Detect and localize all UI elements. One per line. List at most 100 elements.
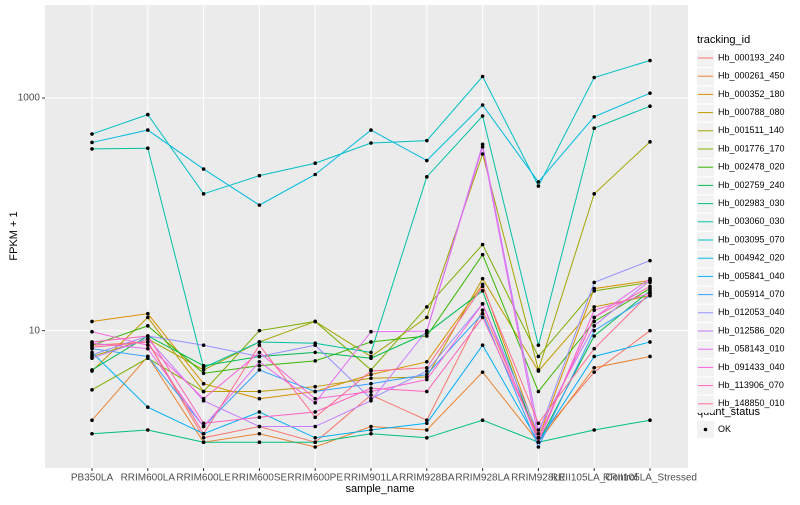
data-point — [146, 146, 150, 151]
data-point — [536, 354, 541, 359]
data-point — [648, 91, 652, 95]
data-point — [146, 334, 150, 338]
data-point — [425, 360, 429, 364]
legend-label: Hb_005841_040 — [718, 271, 785, 281]
data-point — [257, 415, 262, 420]
y-axis-title: FPKM + 1 — [8, 211, 20, 260]
data-point — [425, 372, 429, 377]
data-point — [90, 319, 94, 324]
data-point — [201, 396, 206, 401]
data-point — [648, 354, 652, 359]
data-point — [592, 370, 596, 374]
data-point — [648, 328, 652, 333]
data-point — [201, 365, 206, 370]
data-point — [592, 324, 596, 328]
data-point — [369, 340, 373, 344]
data-point — [480, 152, 485, 156]
legend-label: Hb_001511_140 — [718, 125, 784, 135]
data-point — [369, 393, 373, 397]
data-point — [648, 293, 652, 298]
legend-label: Hb_012586_020 — [718, 325, 785, 335]
data-point — [257, 410, 262, 414]
data-point — [648, 418, 652, 422]
data-point — [648, 58, 652, 63]
x-tick-label: RRIM928BA — [399, 473, 455, 484]
data-point — [648, 291, 652, 295]
data-point — [146, 354, 150, 359]
data-point — [90, 353, 94, 357]
data-point — [313, 350, 318, 355]
data-point — [201, 167, 206, 171]
data-point — [313, 410, 318, 414]
data-point — [592, 328, 596, 333]
data-point — [592, 315, 596, 320]
legend-title: tracking_id — [697, 34, 750, 46]
data-point — [90, 140, 94, 145]
x-tick-label: RRIM928LA — [455, 473, 510, 484]
data-point — [592, 192, 596, 196]
data-point — [146, 324, 150, 328]
data-point — [648, 284, 652, 289]
data-point — [201, 389, 206, 394]
data-point — [592, 346, 596, 351]
data-point — [592, 354, 596, 359]
data-point — [90, 329, 94, 334]
data-point — [425, 418, 429, 422]
data-point — [369, 372, 373, 377]
data-point — [257, 173, 262, 178]
data-point — [313, 389, 318, 394]
legend-label: Hb_113906_070 — [718, 380, 784, 390]
data-point — [257, 368, 262, 372]
x-tick-label: RRII105LA_Control — [551, 473, 638, 484]
data-point — [592, 114, 596, 119]
data-point — [313, 396, 318, 401]
legend-label: Hb_002983_030 — [718, 198, 785, 208]
data-point — [425, 315, 429, 320]
data-point — [201, 371, 206, 376]
data-point — [313, 359, 318, 363]
legend-label: Hb_000261_450 — [718, 71, 785, 81]
x-tick-label: RRIM600LA — [121, 473, 176, 484]
data-point — [592, 305, 596, 309]
data-point — [480, 252, 485, 257]
data-point — [257, 328, 262, 333]
data-point — [90, 132, 94, 136]
data-point — [369, 356, 373, 360]
data-point — [369, 428, 373, 432]
data-point — [313, 384, 318, 389]
data-point — [480, 315, 485, 320]
data-point — [425, 435, 429, 440]
legend-label: Hb_004942_020 — [718, 253, 785, 263]
legend-label: Hb_058143_010 — [718, 344, 785, 354]
data-point — [146, 340, 150, 344]
data-point — [480, 302, 485, 306]
data-point — [201, 440, 206, 444]
data-point — [480, 145, 485, 149]
data-point — [90, 356, 94, 360]
data-point — [369, 376, 373, 381]
data-point — [480, 284, 485, 289]
data-point — [592, 289, 596, 293]
legend-label: Hb_000193_240 — [718, 52, 785, 62]
x-tick-label: RRIM600LE — [176, 473, 231, 484]
legend-label: Hb_000788_080 — [718, 107, 785, 117]
data-point — [592, 75, 596, 80]
data-point — [648, 140, 652, 144]
data-point — [536, 431, 541, 436]
x-axis-title: sample_name — [345, 483, 414, 495]
data-point — [369, 398, 373, 403]
data-point — [90, 147, 94, 151]
data-point — [201, 431, 206, 436]
data-point — [480, 242, 485, 247]
data-point — [536, 343, 541, 348]
data-point — [313, 319, 318, 324]
data-point — [536, 368, 541, 372]
data-point — [257, 363, 262, 368]
data-point — [425, 375, 429, 379]
data-point — [648, 276, 652, 281]
data-point — [257, 389, 262, 394]
data-point — [480, 343, 485, 348]
data-point — [425, 329, 429, 333]
data-point — [592, 308, 596, 312]
data-point — [369, 369, 373, 373]
